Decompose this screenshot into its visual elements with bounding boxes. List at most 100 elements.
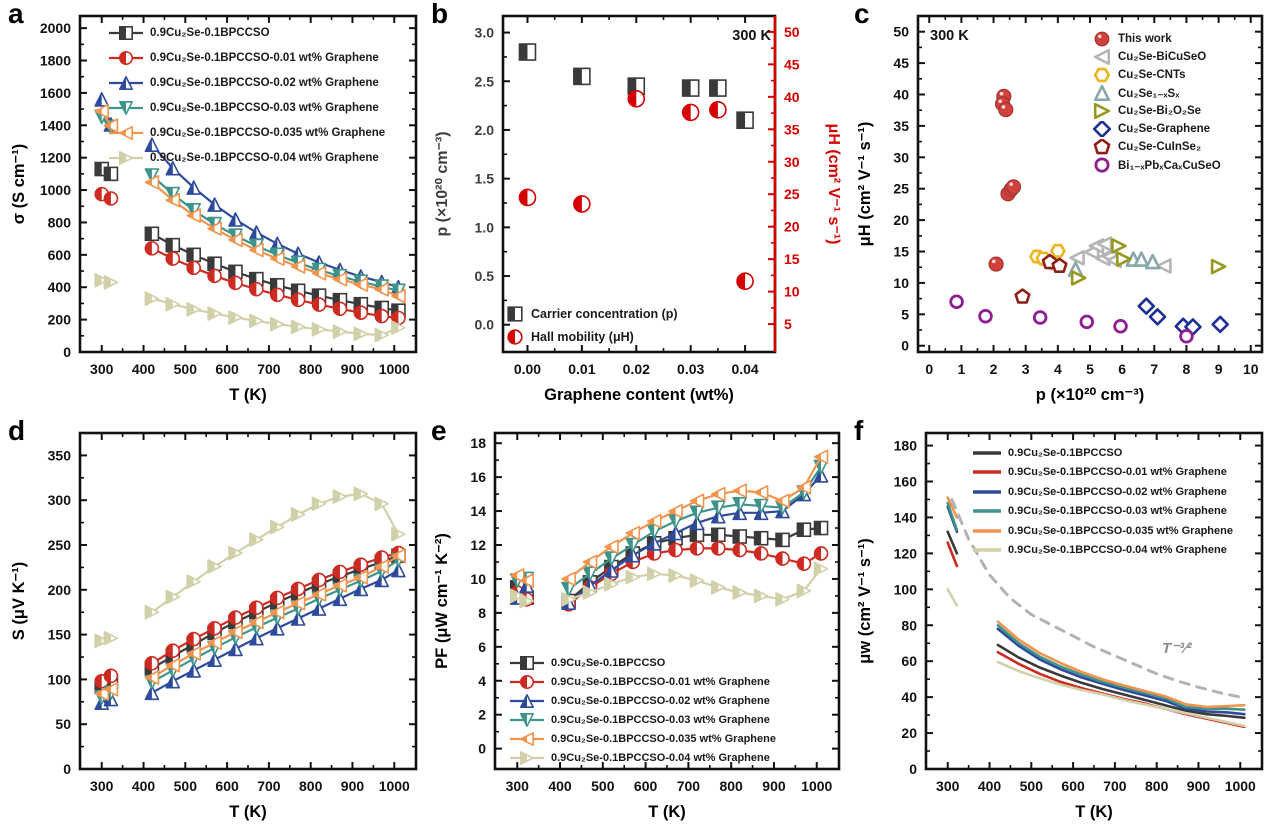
svg-text:800: 800 [299, 778, 323, 794]
legend-item: 0.9Cu₂Se-0.1BPCCSO [972, 443, 1233, 463]
series-marker-icon [509, 655, 545, 671]
svg-text:2: 2 [990, 361, 998, 377]
series-marker-icon [108, 150, 144, 166]
panel-e-legend: 0.9Cu₂Se-0.1BPCCSO 0.9Cu₂Se-0.1BPCCSO-0.… [509, 653, 776, 767]
panel-f: 300 400 500 600 700 800 900 1000 0 20 40 60 80 100 120… [846, 415, 1269, 833]
panel-a-legend: 0.9Cu₂Se-0.1BPCCSO 0.9Cu₂Se-0.1BPCCSO-0.… [108, 20, 385, 170]
svg-text:400: 400 [978, 778, 1002, 794]
series-marker-icon [108, 50, 144, 66]
svg-text:18: 18 [470, 435, 486, 451]
legend-item: 0.9Cu₂Se-0.1BPCCSO-0.01 wt% Graphene [509, 672, 776, 691]
svg-text:8: 8 [1183, 361, 1191, 377]
series-marker-icon [108, 75, 144, 91]
svg-text:0.03: 0.03 [677, 361, 704, 377]
svg-text:30: 30 [893, 149, 909, 165]
svg-text:p (×10²⁰ cm⁻³): p (×10²⁰ cm⁻³) [1036, 386, 1144, 404]
svg-text:25: 25 [784, 186, 800, 202]
panel-f-legend: 0.9Cu₂Se-0.1BPCCSO 0.9Cu₂Se-0.1BPCCSO-0.… [972, 443, 1233, 560]
svg-text:T (K): T (K) [648, 803, 686, 821]
series-marker-icon [1092, 121, 1112, 137]
svg-text:600: 600 [634, 778, 658, 794]
series-marker-icon [509, 693, 545, 709]
svg-text:μH (cm² V⁻¹ s⁻¹): μH (cm² V⁻¹ s⁻¹) [856, 122, 874, 247]
svg-text:2: 2 [478, 707, 486, 723]
svg-text:7: 7 [1150, 361, 1158, 377]
legend-label: 0.9Cu₂Se-0.1BPCCSO-0.01 wt% Graphene [551, 675, 770, 688]
svg-text:120: 120 [894, 545, 918, 561]
svg-text:400: 400 [132, 778, 156, 794]
svg-text:300: 300 [936, 778, 960, 794]
svg-text:900: 900 [762, 778, 786, 794]
panel-d-chart: 300 400 500 600 700 800 900 1000 0 50 100 150 200 250… [0, 417, 423, 833]
svg-text:300: 300 [90, 361, 114, 377]
legend-label: Cu₂Se-Graphene [1118, 123, 1211, 135]
legend-label: Cu₂Se₁₋ₓSₓ [1118, 88, 1180, 100]
svg-text:2.5: 2.5 [475, 73, 495, 89]
svg-text:700: 700 [257, 361, 281, 377]
svg-text:20: 20 [784, 219, 800, 235]
svg-text:250: 250 [48, 537, 72, 553]
series-marker-icon [108, 100, 144, 116]
svg-text:800: 800 [299, 361, 323, 377]
svg-text:0.0: 0.0 [475, 317, 495, 333]
svg-text:0.04: 0.04 [731, 361, 758, 377]
svg-text:600: 600 [48, 247, 72, 263]
legend-label: 0.9Cu₂Se-0.1BPCCSO [551, 656, 666, 669]
svg-text:8: 8 [478, 605, 486, 621]
legend-item: 0.9Cu₂Se-0.1BPCCSO-0.03 wt% Graphene [509, 710, 776, 729]
svg-text:9: 9 [1215, 361, 1223, 377]
panel-c-legend: This work Cu₂Se-BiCuSeO Cu₂Se-CNTs Cu₂Se… [1092, 30, 1221, 174]
legend-item: Cu₂Se-Bi₂O₂Se [1092, 102, 1221, 120]
svg-text:40: 40 [893, 87, 909, 103]
legend-label: 0.9Cu₂Se-0.1BPCCSO-0.02 wt% Graphene [150, 76, 379, 89]
legend-item: 0.9Cu₂Se-0.1BPCCSO-0.04 wt% Graphene [509, 748, 776, 767]
legend-item: 0.9Cu₂Se-0.1BPCCSO-0.03 wt% Graphene [972, 502, 1233, 522]
series-marker-icon [1092, 157, 1112, 173]
series-marker-icon [1092, 31, 1112, 47]
svg-text:T (K): T (K) [1075, 803, 1113, 821]
svg-text:500: 500 [1020, 778, 1044, 794]
svg-text:1800: 1800 [40, 53, 71, 69]
legend-label: 0.9Cu₂Se-0.1BPCCSO-0.035 wt% Graphene [551, 732, 776, 745]
panel-c: 0 1 2 3 4 5 6 7 8 9 10 0 5 10 15 20 25 30 35 40 45 50 p (×10²⁰… [846, 0, 1269, 416]
svg-text:0: 0 [63, 344, 71, 360]
series-marker-icon [108, 25, 144, 41]
legend-label: 0.9Cu₂Se-0.1BPCCSO-0.02 wt% Graphene [551, 694, 770, 707]
legend-label: 0.9Cu₂Se-0.1BPCCSO-0.04 wt% Graphene [1008, 544, 1227, 557]
panel-b-temperature-annotation: 300 K [732, 28, 771, 44]
svg-text:800: 800 [1145, 778, 1169, 794]
svg-text:5: 5 [901, 306, 909, 322]
svg-text:400: 400 [132, 361, 156, 377]
svg-text:200: 200 [48, 312, 72, 328]
svg-text:700: 700 [677, 778, 701, 794]
svg-text:60: 60 [901, 653, 917, 669]
panel-e: 300 400 500 600 700 800 900 1000 0 2 4 6 8 10 12 14 16 18… [423, 415, 846, 833]
svg-text:150: 150 [48, 627, 72, 643]
svg-text:200: 200 [48, 582, 72, 598]
svg-text:50: 50 [784, 24, 800, 40]
svg-text:500: 500 [174, 361, 198, 377]
series-marker-icon [972, 464, 1002, 480]
svg-text:100: 100 [894, 581, 918, 597]
legend-label: 0.9Cu₂Se-0.1BPCCSO-0.03 wt% Graphene [150, 101, 379, 114]
svg-text:0: 0 [925, 361, 933, 377]
svg-text:900: 900 [341, 361, 365, 377]
svg-text:12: 12 [470, 537, 486, 553]
svg-text:600: 600 [215, 778, 239, 794]
svg-text:500: 500 [174, 778, 198, 794]
legend-label: 0.9Cu₂Se-0.1BPCCSO [150, 26, 270, 39]
svg-text:S (μV K⁻¹): S (μV K⁻¹) [10, 562, 28, 640]
svg-text:14: 14 [470, 503, 486, 519]
svg-text:0: 0 [909, 761, 917, 777]
svg-text:300: 300 [48, 492, 72, 508]
legend-item: Bi₁₋ₓPbₓCaₓCuSeO [1092, 156, 1221, 174]
svg-text:1.5: 1.5 [475, 171, 495, 187]
svg-text:180: 180 [894, 438, 918, 454]
legend-item: Cu₂Se₁₋ₓSₓ [1092, 84, 1221, 102]
svg-text:5: 5 [1086, 361, 1094, 377]
svg-text:0: 0 [63, 761, 71, 777]
series-marker-icon [108, 125, 144, 141]
legend-item: 0.9Cu₂Se-0.1BPCCSO-0.01 wt% Graphene [972, 463, 1233, 483]
svg-text:1: 1 [958, 361, 966, 377]
panel-d-letter: d [8, 415, 26, 446]
